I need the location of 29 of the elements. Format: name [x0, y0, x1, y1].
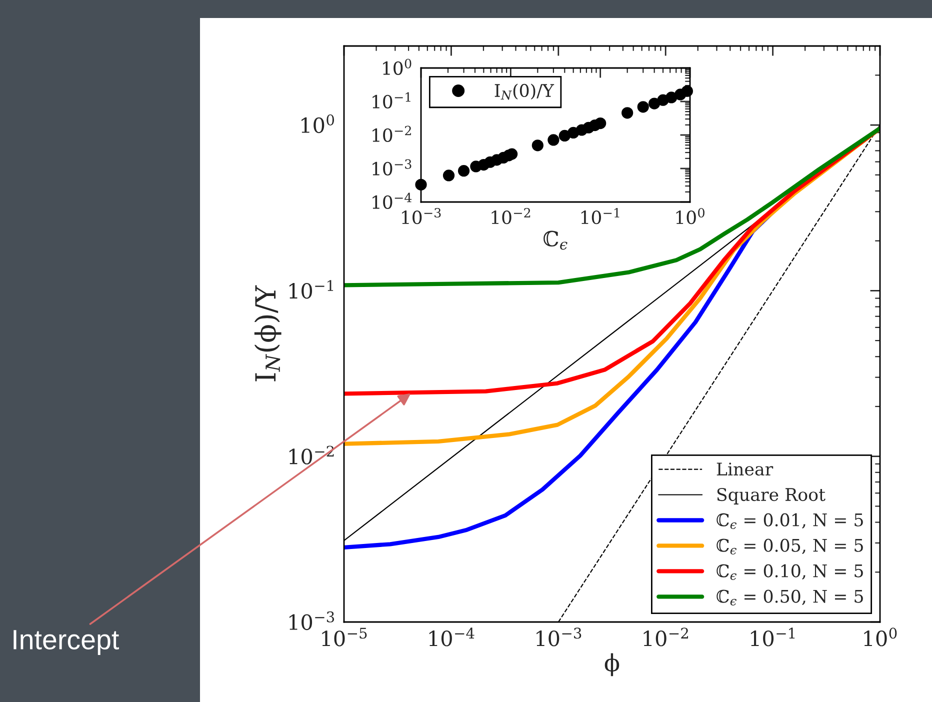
y-tick-label: 10$^{−2}$ [372, 126, 411, 142]
legend-label: Square Root [717, 488, 826, 504]
x-axis-title: ϕ [604, 653, 620, 676]
x-tick-label: 10$^{−2}$ [644, 628, 688, 646]
x-tick-label: 10$^{−3}$ [402, 208, 441, 224]
y-tick-label: 10$^{0}$ [383, 58, 412, 75]
annotation: Intercept [14, 630, 119, 655]
x-tick-label: 10$^{−3}$ [536, 628, 582, 646]
x-tick-label: 10$^{−2}$ [492, 208, 530, 224]
legend-label: ℂ$_{ϵ}$ = 0.10, N = 5 [716, 564, 863, 580]
y-tick-label: 10$^{−1}$ [289, 280, 334, 299]
y-tick-label: 10$^{−3}$ [372, 159, 412, 176]
x-tick-label: 10$^{−4}$ [429, 628, 474, 646]
y-tick-label: 10$^{−3}$ [289, 611, 334, 630]
legend-label: ℂ$_{ϵ}$ = 0.05, N = 5 [716, 538, 863, 555]
legend-label: Linear [716, 462, 774, 476]
x-tick-label: 10$^{−5}$ [322, 628, 367, 646]
x-tick-label: 10$^{−1}$ [581, 208, 620, 224]
y-tick-label: 10$^{−1}$ [372, 92, 410, 108]
x-tick-label: 10$^{0}$ [864, 628, 897, 646]
legend-label: I$_{N}$(0)/Y [494, 84, 554, 100]
x-tick-label: 10$^{−1}$ [750, 628, 795, 646]
y-axis-title: I$_{N}$(ϕ)/Y [254, 285, 282, 382]
legend-label: ℂ$_{ϵ}$ = 0.50, N = 5 [716, 590, 863, 606]
y-tick-label: 10$^{0}$ [302, 114, 334, 134]
x-tick-label: 10$^{0}$ [676, 208, 704, 224]
x-axis-title: ℂ$_{ϵ}$ [544, 230, 568, 250]
legend-label: ℂ$_{ϵ}$ = 0.01, N = 5 [716, 513, 863, 530]
y-tick-label: 10$^{−4}$ [372, 192, 412, 209]
